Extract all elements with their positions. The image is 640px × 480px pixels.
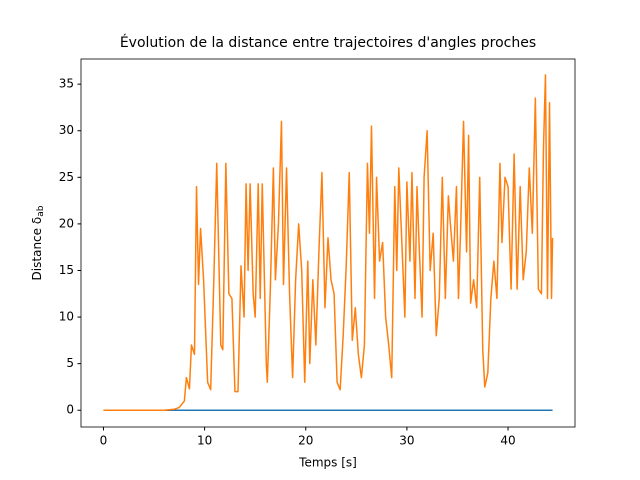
- plot-frame: [80, 58, 576, 428]
- x-tick-label: 30: [399, 434, 414, 448]
- x-tick-label: 0: [100, 434, 108, 448]
- chart-title: Évolution de la distance entre trajectoi…: [120, 34, 536, 51]
- y-tick-label: 5: [66, 356, 74, 370]
- x-tick-label: 40: [500, 434, 515, 448]
- y-tick-label: 35: [59, 77, 74, 91]
- y-tick-label: 20: [59, 216, 74, 230]
- y-tick-label: 30: [59, 123, 74, 137]
- data-line: [103, 74, 554, 411]
- x-tick-label: 10: [197, 434, 212, 448]
- y-tick-label: 10: [59, 310, 74, 324]
- y-tick-label: 0: [66, 403, 74, 417]
- y-axis-label-subscript: ab: [36, 205, 46, 217]
- x-tick-label: 20: [298, 434, 313, 448]
- y-axis-label-main: Distance δ: [30, 217, 44, 281]
- y-tick-label: 15: [59, 263, 74, 277]
- x-axis-label: Temps [s]: [298, 456, 357, 470]
- y-tick-label: 25: [59, 170, 74, 184]
- y-axis-label: Distance δab: [30, 205, 46, 280]
